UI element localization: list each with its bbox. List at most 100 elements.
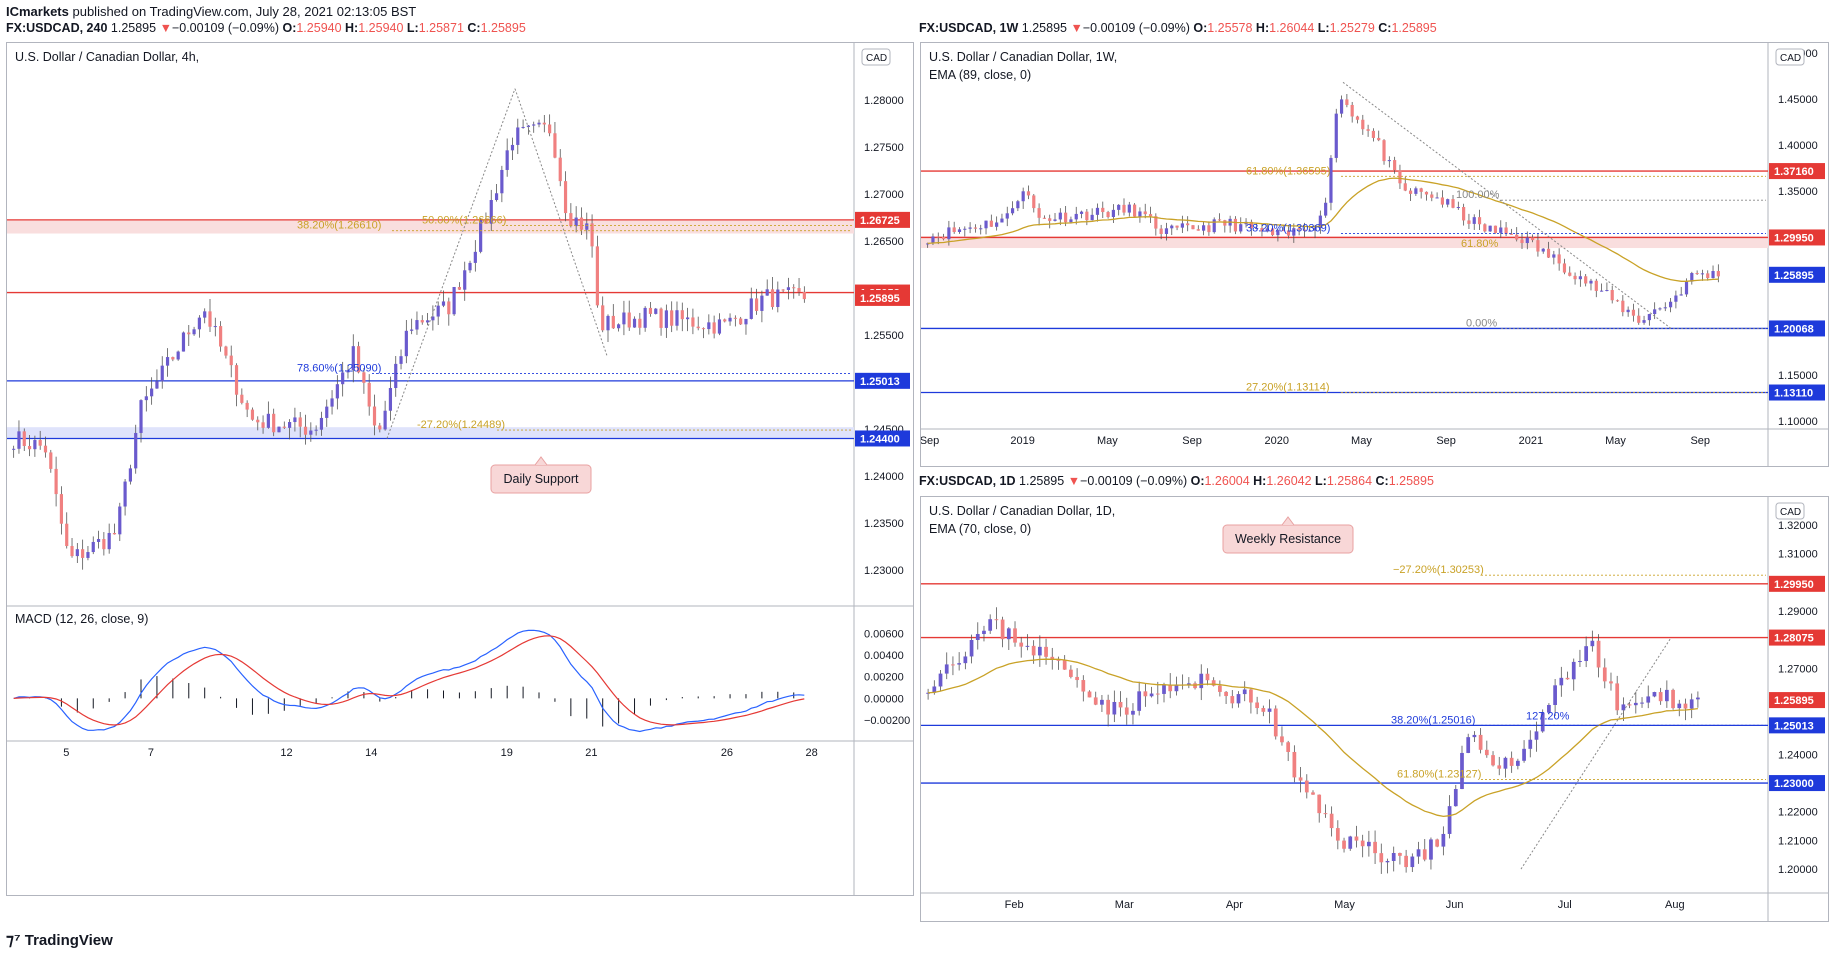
candle-body	[144, 396, 148, 401]
candle-body	[944, 664, 949, 674]
price-tick-label: 1.45000	[1778, 94, 1818, 106]
candle-body	[107, 533, 111, 550]
candle-body	[346, 370, 350, 373]
candle-body	[1155, 693, 1160, 695]
candle-body	[1329, 157, 1333, 203]
candle-body	[1032, 195, 1036, 209]
trend-line	[1520, 637, 1672, 870]
candle-body	[995, 222, 999, 227]
chart-title: U.S. Dollar / Canadian Dollar, 1W,	[929, 50, 1117, 64]
price-label-bg	[1769, 320, 1825, 337]
d1-chart-svg[interactable]: 1.32000 1.31000 1.29000 1.27000 1.24000 1.220…	[921, 497, 1828, 921]
candle-body	[1568, 272, 1572, 276]
candle-body	[1541, 248, 1545, 252]
candle-body	[1610, 289, 1614, 301]
price-label-text: 1.24400	[860, 433, 900, 445]
candle-body	[1424, 191, 1429, 195]
candle-body	[1668, 301, 1673, 308]
price-label-bg	[1769, 629, 1825, 646]
candle-body	[1127, 204, 1131, 213]
candle-body	[362, 372, 366, 383]
price-tick-label: 1.15000	[1778, 370, 1818, 382]
price-tick-label: 1.35000	[1778, 186, 1818, 198]
candle-body	[542, 122, 546, 125]
candle-body	[70, 546, 74, 557]
candle-body	[1081, 680, 1086, 692]
candle-body	[1137, 691, 1142, 711]
d1-open: 1.26004	[1204, 474, 1250, 488]
candle-body	[1690, 273, 1694, 282]
candle-body	[1385, 860, 1390, 863]
candle-body	[1281, 230, 1285, 232]
d1-high: 1.26042	[1266, 474, 1312, 488]
macd-tick-label: 0.00000	[864, 693, 904, 705]
candle-body	[1387, 160, 1391, 162]
candle-body	[81, 549, 85, 558]
candle-body	[1631, 309, 1636, 316]
currency-label: CAD	[1780, 507, 1801, 518]
candle-body	[1711, 271, 1715, 279]
candle-body	[1562, 263, 1567, 273]
candle-body	[59, 494, 64, 524]
candle-body	[1391, 853, 1396, 861]
candle-body	[1265, 228, 1269, 232]
candle-body	[404, 330, 408, 357]
w1-header: FX:USDCAD, 1W 1.25895 ▼−0.00109 (−0.09%)…	[919, 21, 1437, 35]
candle-body	[155, 381, 159, 389]
candle-body	[1478, 734, 1483, 750]
candle-body	[1646, 696, 1651, 703]
candle-body	[1186, 223, 1190, 226]
candle-body	[526, 125, 530, 127]
candle-body	[1025, 645, 1030, 647]
candle-body	[1062, 660, 1067, 670]
candle-body	[931, 236, 935, 244]
candle-body	[717, 319, 722, 334]
h4-low: 1.25871	[418, 21, 464, 35]
candle-body	[38, 440, 42, 446]
candle-body	[431, 316, 435, 321]
h4-symbol: FX:USDCAD, 240	[6, 21, 108, 35]
candle-body	[1658, 692, 1663, 702]
candle-body	[1148, 214, 1153, 217]
candle-body	[489, 199, 493, 224]
candle-body	[1056, 659, 1061, 661]
d1-chart-pane[interactable]: 1.32000 1.31000 1.29000 1.27000 1.24000 1.220…	[920, 496, 1829, 922]
h4-chart-svg[interactable]: 1.280001.275001.270001.265001.255001.245…	[7, 43, 913, 895]
price-tick-label: 1.25500	[864, 330, 904, 342]
candle-body	[947, 227, 951, 240]
candle-body	[43, 445, 48, 453]
price-label-bg	[1769, 692, 1825, 709]
candle-body	[1361, 119, 1365, 130]
candle-body	[325, 406, 329, 418]
candle-body	[1317, 794, 1322, 814]
h4-chart-pane[interactable]: 1.28000 1.27500 1.27000 1.26500 1.25500 1.245…	[6, 42, 914, 896]
price-label-text: 1.29950	[1774, 232, 1814, 244]
candle-body	[532, 124, 536, 126]
candle-body	[277, 426, 281, 433]
candle-body	[1540, 712, 1545, 732]
candle-body	[797, 288, 801, 292]
h4-last: 1.25895	[110, 21, 157, 35]
candle-body	[134, 432, 138, 469]
candle-body	[181, 332, 186, 352]
candle-body	[781, 289, 785, 291]
candle-body	[1122, 204, 1126, 213]
candle-body	[171, 357, 175, 360]
time-tick-label: 14	[365, 747, 377, 759]
candle-body	[1462, 207, 1466, 221]
w1-chart-svg[interactable]: 1.500001.450001.400001.350001.150001.100…	[921, 43, 1828, 466]
candle-body	[558, 157, 562, 182]
candle-body	[1435, 839, 1440, 847]
candle-body	[1354, 836, 1359, 841]
candle-body	[643, 307, 647, 328]
candle-body	[1318, 215, 1322, 229]
candle-body	[936, 236, 940, 238]
candle-body	[1174, 684, 1179, 692]
candle-body	[1031, 645, 1036, 656]
price-tick-label: 1.28000	[864, 95, 904, 107]
w1-chart-pane[interactable]: 1.500001.450001.400001.350001.150001.100…	[920, 42, 1829, 467]
candle-body	[957, 229, 962, 232]
candle-body	[1224, 691, 1228, 697]
candle-body	[1019, 642, 1024, 647]
candle-body	[1609, 681, 1613, 684]
